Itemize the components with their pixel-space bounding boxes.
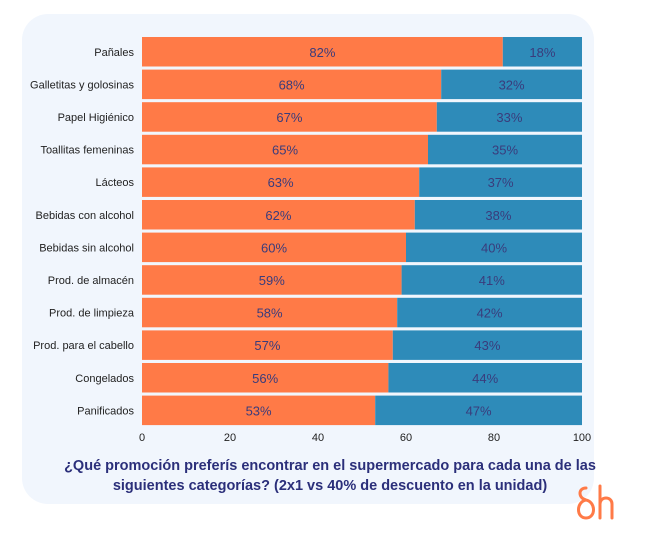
data-label: 41% — [479, 273, 505, 288]
data-label: 33% — [496, 110, 522, 125]
bar-segment-40pct — [401, 265, 582, 295]
bar-segment-40pct — [392, 330, 582, 360]
data-label: 63% — [268, 175, 294, 190]
bar-segment-2x1 — [142, 363, 389, 393]
data-label: 53% — [246, 403, 272, 418]
category-label: Congelados — [75, 373, 134, 385]
category-label: Prod. para el cabello — [33, 340, 134, 352]
x-tick-label: 40 — [312, 432, 324, 444]
data-label: 42% — [477, 306, 503, 321]
bar-segment-2x1 — [142, 200, 415, 230]
x-tick-label: 60 — [400, 432, 412, 444]
category-label: Papel Higiénico — [58, 112, 134, 124]
bar-segment-2x1 — [142, 134, 428, 165]
data-label: 65% — [272, 143, 298, 158]
bar-segment-2x1 — [142, 69, 442, 100]
category-label: Bebidas con alcohol — [36, 210, 134, 222]
x-tick-label: 0 — [139, 432, 145, 444]
bar-segment-40pct — [428, 134, 582, 165]
bar-segment-2x1 — [142, 232, 406, 263]
category-label: Panificados — [77, 405, 134, 417]
bar-segment-40pct — [375, 395, 582, 426]
data-label: 37% — [488, 175, 514, 190]
bar-segment-40pct — [419, 167, 582, 197]
bar-segment-2x1 — [142, 395, 376, 426]
data-label: 56% — [252, 371, 278, 386]
data-label: 60% — [261, 240, 287, 255]
category-label: Lácteos — [95, 177, 134, 189]
data-label: 82% — [309, 45, 335, 60]
title-line-2: siguientes categorías? (2x1 vs 40% de de… — [112, 478, 548, 494]
brand-logo — [577, 484, 614, 520]
data-label: 35% — [492, 143, 518, 158]
data-label: 68% — [279, 77, 305, 92]
x-tick-label: 20 — [224, 432, 236, 444]
bar-segment-2x1 — [142, 297, 398, 328]
data-label: 58% — [257, 306, 283, 321]
data-label: 47% — [466, 403, 492, 418]
data-label: 67% — [276, 110, 302, 125]
category-label: Prod. de almacén — [48, 275, 134, 287]
bar-segment-40pct — [414, 200, 582, 230]
data-label: 44% — [472, 371, 498, 386]
bar-segment-40pct — [397, 297, 582, 328]
bar-segment-2x1 — [142, 167, 420, 197]
data-label: 59% — [259, 273, 285, 288]
bar-segment-40pct — [502, 37, 582, 67]
bar-segment-2x1 — [142, 265, 402, 295]
data-label: 40% — [481, 240, 507, 255]
bar-segment-2x1 — [142, 37, 503, 67]
category-label: Toallitas femeninas — [40, 145, 134, 157]
x-tick-label: 80 — [488, 432, 500, 444]
data-label: 62% — [265, 208, 291, 223]
data-label: 18% — [529, 45, 555, 60]
title-line-1: ¿Qué promoción preferís encontrar en el … — [64, 458, 596, 474]
category-label: Bebidas sin alcohol — [39, 242, 134, 254]
bar-segment-2x1 — [142, 102, 437, 132]
bar-segment-40pct — [441, 69, 582, 100]
category-label: Pañales — [94, 47, 134, 59]
x-tick-label: 100 — [573, 432, 591, 444]
data-label: 43% — [474, 338, 500, 353]
data-label: 57% — [254, 338, 280, 353]
bar-segment-40pct — [388, 363, 582, 393]
data-label: 38% — [485, 208, 511, 223]
category-label: Galletitas y golosinas — [30, 79, 134, 91]
data-label: 32% — [499, 77, 525, 92]
category-label: Prod. de limpieza — [49, 308, 135, 320]
chart-title: ¿Qué promoción preferís encontrar en el … — [40, 456, 620, 496]
bar-segment-2x1 — [142, 330, 393, 360]
bar-segment-40pct — [406, 232, 582, 263]
bar-segment-40pct — [436, 102, 582, 132]
